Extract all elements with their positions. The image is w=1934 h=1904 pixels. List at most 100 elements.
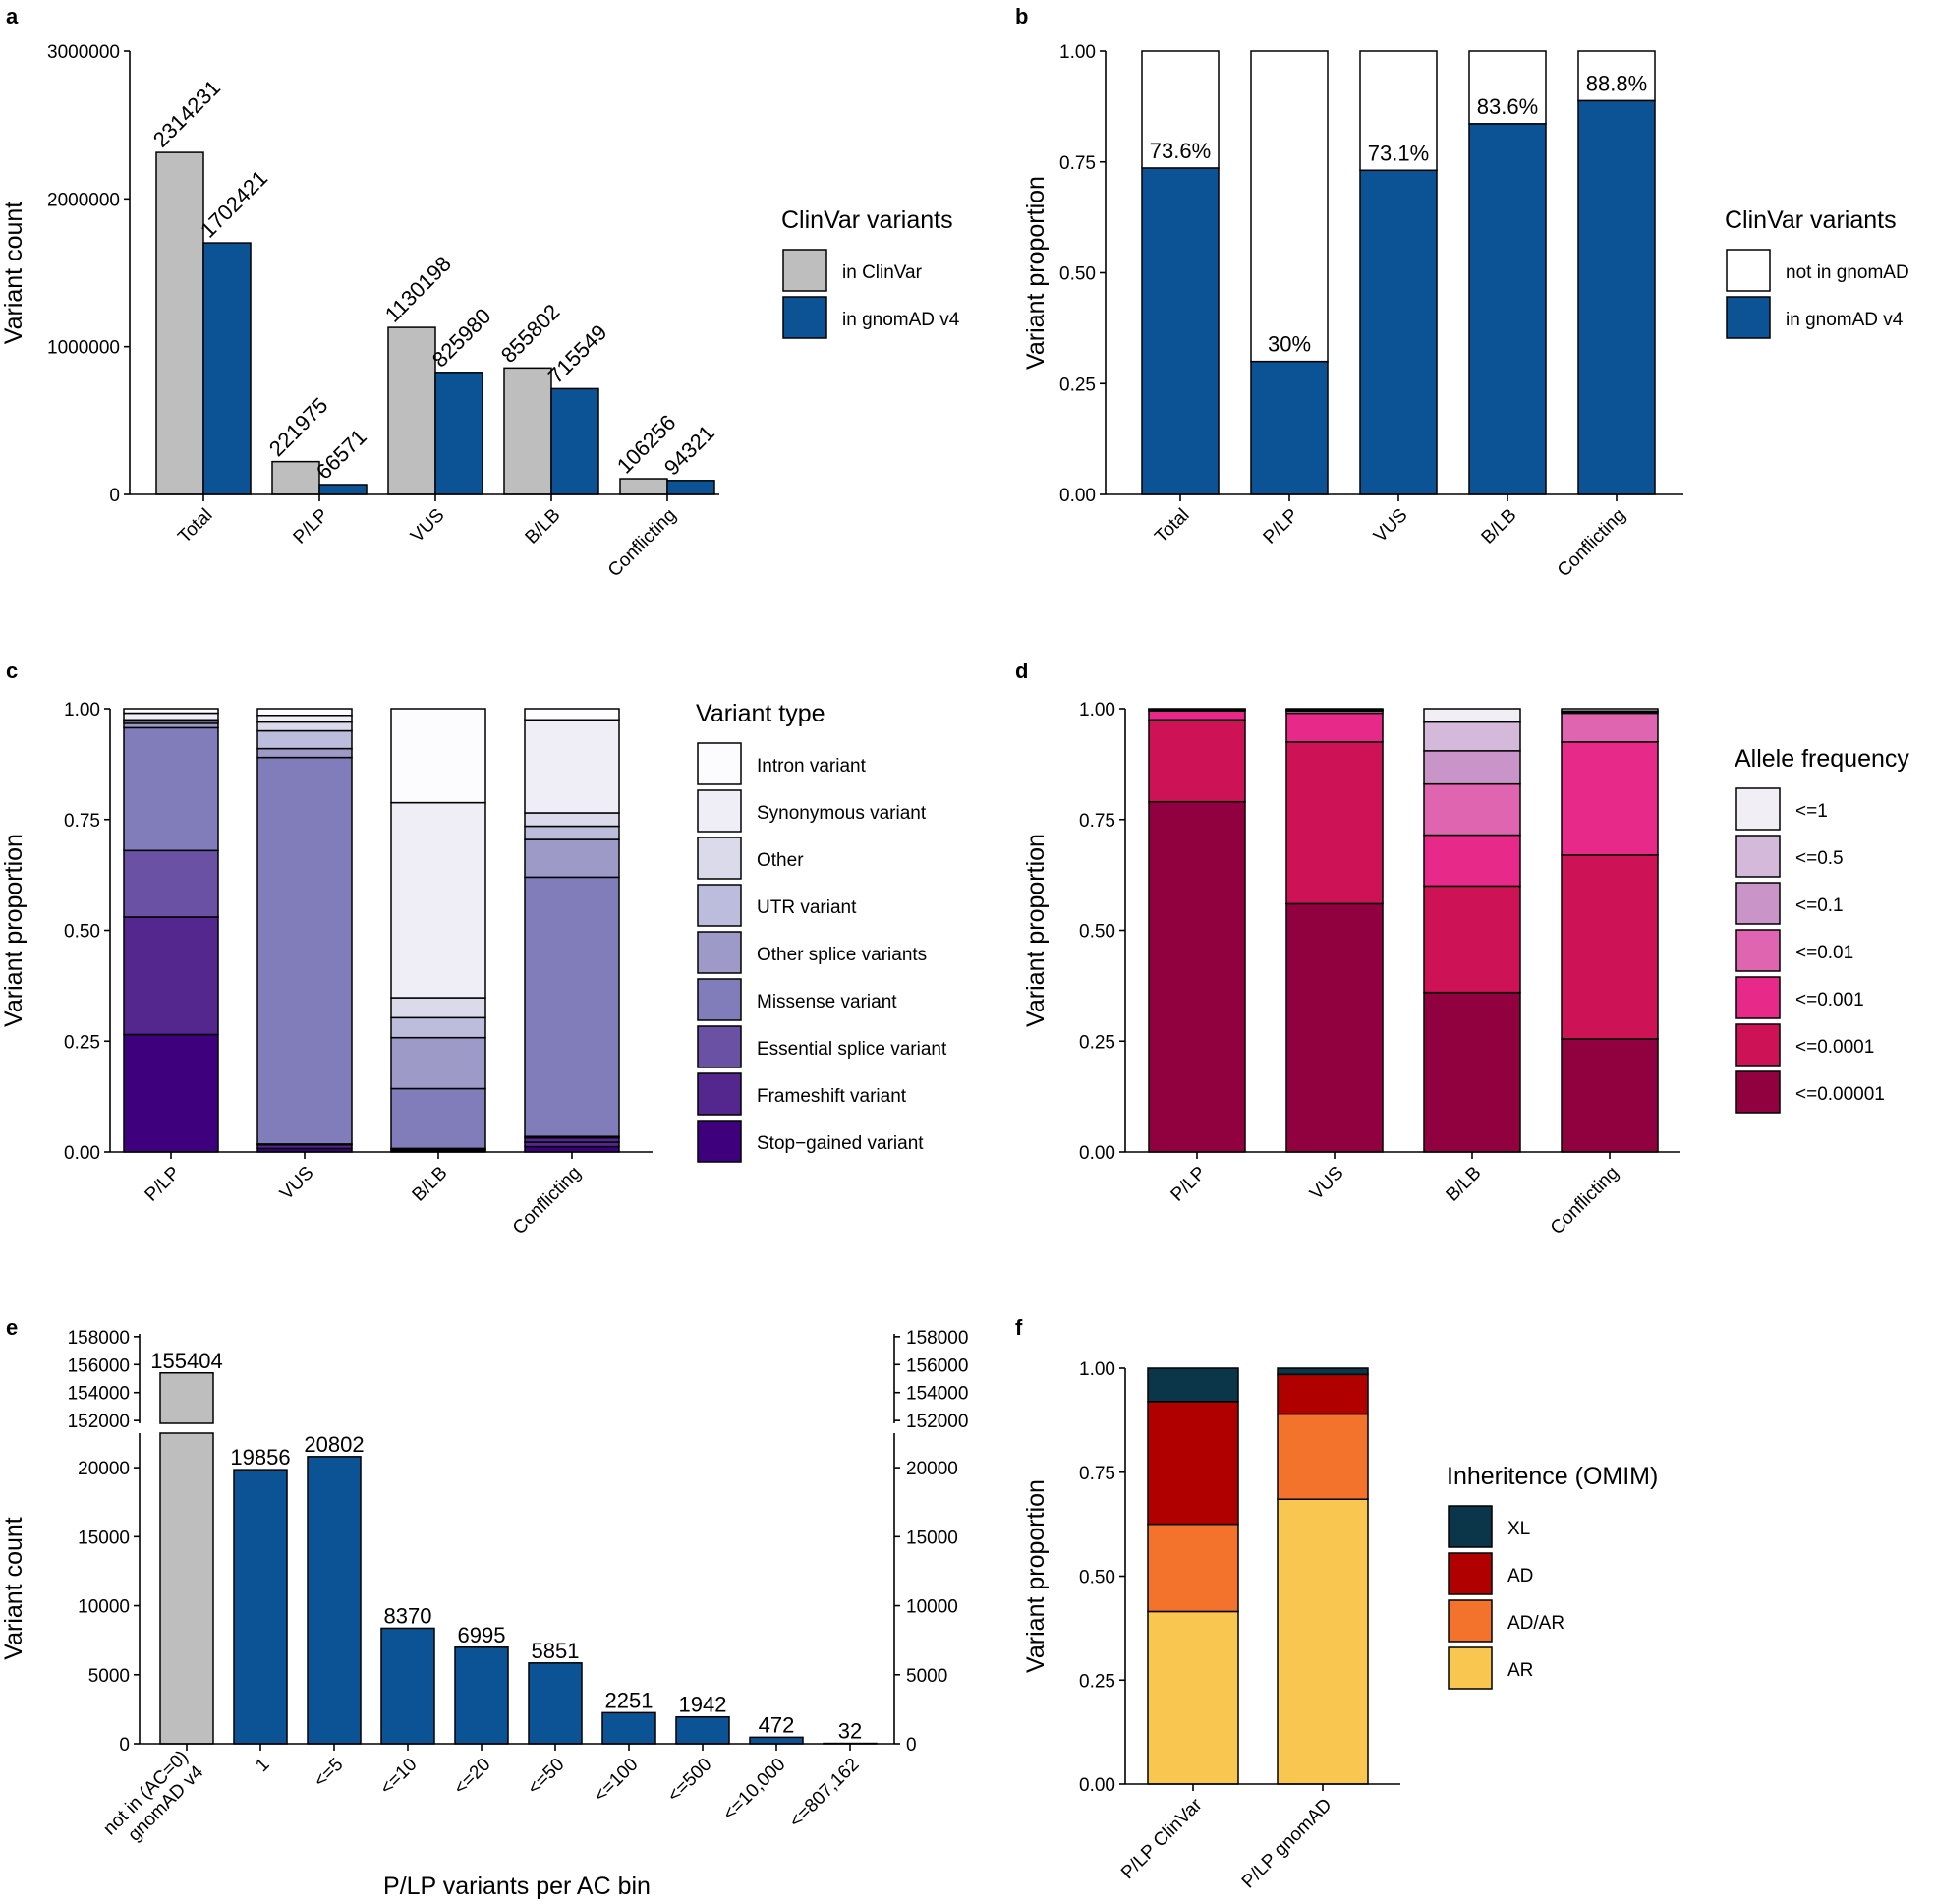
bar-segment <box>524 719 620 814</box>
y-tick-label: 0.50 <box>1079 922 1115 943</box>
bar-segment <box>1148 800 1246 1153</box>
legend-swatch <box>1735 787 1781 831</box>
legend-swatch <box>697 884 742 927</box>
y-tick-label: 0.25 <box>1059 375 1096 395</box>
x-tick-label: Conflicting <box>1554 505 1630 582</box>
y-tick-label: 1.00 <box>1079 1359 1115 1380</box>
y-tick-label-right: 0 <box>906 1735 917 1756</box>
legend-swatch <box>697 1072 742 1116</box>
data-label: 2314231 <box>148 75 225 151</box>
bar-segment <box>1148 710 1246 721</box>
bar-segment <box>1147 1367 1239 1403</box>
y-tick-label: 0.00 <box>64 1143 100 1164</box>
y-tick-label: 154000 <box>68 1384 130 1405</box>
bar-segment <box>524 1145 620 1153</box>
legend-label: in gnomAD v4 <box>1786 310 1904 330</box>
legend-label: Essential splice variant <box>757 1039 947 1060</box>
legend-label: <=0.01 <box>1795 943 1853 963</box>
legend-title: Allele frequency <box>1735 745 1909 773</box>
legend-title: ClinVar variants <box>781 206 953 234</box>
x-tick-label-line: <=20 <box>450 1755 494 1799</box>
y-axis-label: Variant proportion <box>0 834 28 1027</box>
x-tick-label: B/LB <box>1443 1163 1486 1206</box>
data-label: 715549 <box>543 319 612 388</box>
data-label: 155404 <box>150 1349 222 1373</box>
legend-label: <=0.0001 <box>1795 1037 1874 1058</box>
bar <box>528 1662 583 1745</box>
bar-segment <box>524 838 620 879</box>
panel-d: d Variant proportion 0.00 0.25 0.50 0.75 1.00 P… <box>1015 659 1909 1239</box>
y-axis-label: Variant proportion <box>1022 834 1050 1027</box>
y-tick-label: 0.25 <box>64 1032 100 1053</box>
y-tick-label-right: 10000 <box>906 1597 958 1618</box>
y-tick-label-right: 152000 <box>906 1412 968 1432</box>
legend-label: Missense variant <box>757 992 897 1012</box>
bar-in-gnomad <box>1141 167 1220 495</box>
bar-segment <box>1561 1038 1659 1153</box>
legend-swatch <box>1448 1599 1493 1643</box>
legend-label: Stop−gained variant <box>757 1133 924 1154</box>
bar-segment <box>1147 1401 1239 1526</box>
x-tick-label: VUS <box>1306 1163 1347 1204</box>
bar-segment <box>1561 854 1659 1040</box>
y-tick-label-right: 156000 <box>906 1356 968 1376</box>
bar-segment <box>1277 1498 1369 1785</box>
y-tick-label: 152000 <box>68 1412 130 1432</box>
bar-segment <box>1561 741 1659 856</box>
y-tick-label: 0.75 <box>64 811 100 832</box>
legend-label: AD <box>1507 1566 1533 1587</box>
y-axis-label: Variant count <box>0 202 28 345</box>
legend-label: XL <box>1507 1519 1530 1539</box>
y-axis-label: Variant count <box>0 1517 28 1660</box>
legend-label: <=0.5 <box>1795 848 1844 869</box>
panel-f: f Variant proportion 0.00 0.25 0.50 0.75 1.00 P… <box>1015 1315 1658 1892</box>
x-tick-label: B/LB <box>1478 505 1521 548</box>
bar-in-clinvar <box>155 151 204 495</box>
data-label: 32 <box>838 1719 862 1744</box>
legend-label: Frameshift variant <box>757 1086 907 1107</box>
y-tick-label: 0.75 <box>1059 153 1096 174</box>
x-tick-label: Total <box>174 505 216 548</box>
legend-label: not in gnomAD <box>1786 262 1909 283</box>
bar-in-clinvar <box>503 367 552 495</box>
data-label: 2251 <box>605 1688 654 1712</box>
panel-label: f <box>1015 1315 1023 1340</box>
legend-swatch <box>697 931 742 974</box>
bar-lower-part <box>159 1432 214 1745</box>
legend-label: Other splice variants <box>757 945 927 965</box>
y-tick-label: 15000 <box>78 1528 130 1548</box>
legend-label: UTR variant <box>757 897 857 918</box>
bar-in-gnomad <box>1577 99 1656 495</box>
data-label: 66571 <box>312 425 371 485</box>
bar-segment <box>390 1087 486 1150</box>
x-tick-label: VUS <box>407 505 448 547</box>
data-label: 1130198 <box>380 252 456 327</box>
bar-segment <box>390 1016 486 1039</box>
x-tick-label: VUS <box>1370 505 1411 547</box>
y-tick-label: 10000 <box>78 1597 130 1618</box>
legend-label: AR <box>1507 1660 1533 1681</box>
legend-label: in ClinVar <box>842 262 923 283</box>
legend-swatch <box>1448 1505 1493 1548</box>
bar-segment <box>1147 1610 1239 1785</box>
legend-swatch <box>1448 1646 1493 1690</box>
bar-segment <box>256 708 353 717</box>
legend-swatch <box>1726 249 1771 292</box>
bar-segment <box>123 916 219 1036</box>
bar <box>675 1715 730 1745</box>
legend-label: in gnomAD v4 <box>842 310 960 330</box>
y-tick-label: 0.75 <box>1079 1464 1115 1484</box>
bar-segment <box>1423 782 1521 837</box>
bar-segment <box>1147 1523 1239 1613</box>
x-axis-label: P/LP variants per AC bin <box>383 1873 651 1900</box>
data-label: 88.8% <box>1586 72 1647 96</box>
y-axis-label: Variant proportion <box>1022 1479 1050 1673</box>
bar-in-gnomad <box>666 480 715 495</box>
panel-label: b <box>1015 4 1028 29</box>
data-label: 825980 <box>427 304 496 373</box>
panel-label: c <box>6 659 18 683</box>
x-tick-label: P/LP <box>1167 1163 1211 1206</box>
legend-swatch <box>697 1025 742 1068</box>
panel-label: e <box>6 1315 18 1340</box>
legend-label: <=0.00001 <box>1795 1084 1885 1105</box>
